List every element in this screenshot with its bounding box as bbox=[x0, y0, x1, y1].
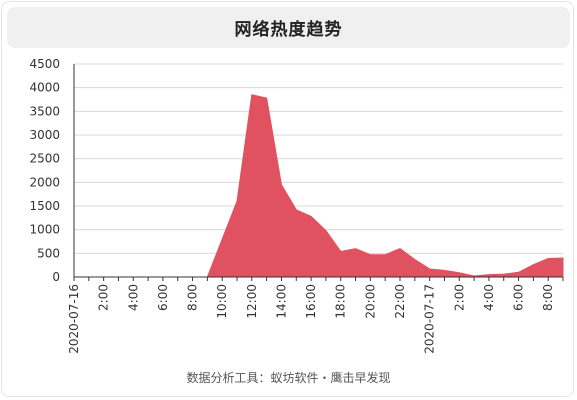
y-tick-label: 3500 bbox=[29, 104, 60, 118]
chart-title-bar: 网络热度趋势 bbox=[7, 7, 570, 48]
x-tick-label: 2:00 bbox=[97, 284, 111, 311]
x-tick-label: 6:00 bbox=[156, 284, 170, 311]
x-tick-label: 12:00 bbox=[245, 284, 259, 319]
y-tick-labels: 0 500 1000 1500 2000 2500 3000 3500 4000 4500 bbox=[29, 57, 60, 284]
x-tick-label: 2020-07-17 bbox=[423, 284, 437, 354]
chart-title: 网络热度趋势 bbox=[234, 20, 343, 40]
y-tick-label: 0 bbox=[52, 270, 60, 284]
footer-source: 数据分析工具：蚁坊软件・鹰击早发现 bbox=[186, 371, 391, 385]
axes bbox=[73, 64, 564, 281]
area-series-fill bbox=[74, 94, 564, 278]
x-tick-label: 6:00 bbox=[512, 284, 526, 311]
y-tick-label: 1000 bbox=[29, 223, 60, 237]
x-tick-label: 4:00 bbox=[126, 284, 140, 311]
x-tick-label: 4:00 bbox=[482, 284, 496, 311]
x-tick-label: 18:00 bbox=[334, 284, 348, 319]
area-series bbox=[74, 94, 564, 278]
x-tick-label: 8:00 bbox=[541, 284, 555, 311]
y-tick-label: 1500 bbox=[29, 199, 60, 213]
y-tick-label: 4500 bbox=[29, 57, 60, 71]
y-tick-label: 2000 bbox=[29, 175, 60, 189]
x-tick-labels: 2020-07-16 2:00 4:00 6:00 8:00 10:00 12:00 14:0… bbox=[67, 284, 555, 354]
grid-lines bbox=[74, 63, 563, 254]
x-tick-label: 16:00 bbox=[304, 284, 318, 319]
y-tick-label: 3000 bbox=[29, 128, 60, 142]
x-tick-label: 22:00 bbox=[393, 284, 407, 319]
x-tick-label: 2020-07-16 bbox=[67, 284, 81, 354]
x-tick-label: 8:00 bbox=[186, 284, 200, 311]
y-tick-label: 2500 bbox=[29, 152, 60, 166]
x-tick-label: 14:00 bbox=[274, 284, 288, 319]
y-tick-label: 500 bbox=[37, 246, 60, 260]
x-tick-label: 10:00 bbox=[215, 284, 229, 319]
x-tick-label: 20:00 bbox=[363, 284, 377, 319]
y-tick-label: 4000 bbox=[29, 81, 60, 95]
x-tick-label: 2:00 bbox=[452, 284, 466, 311]
